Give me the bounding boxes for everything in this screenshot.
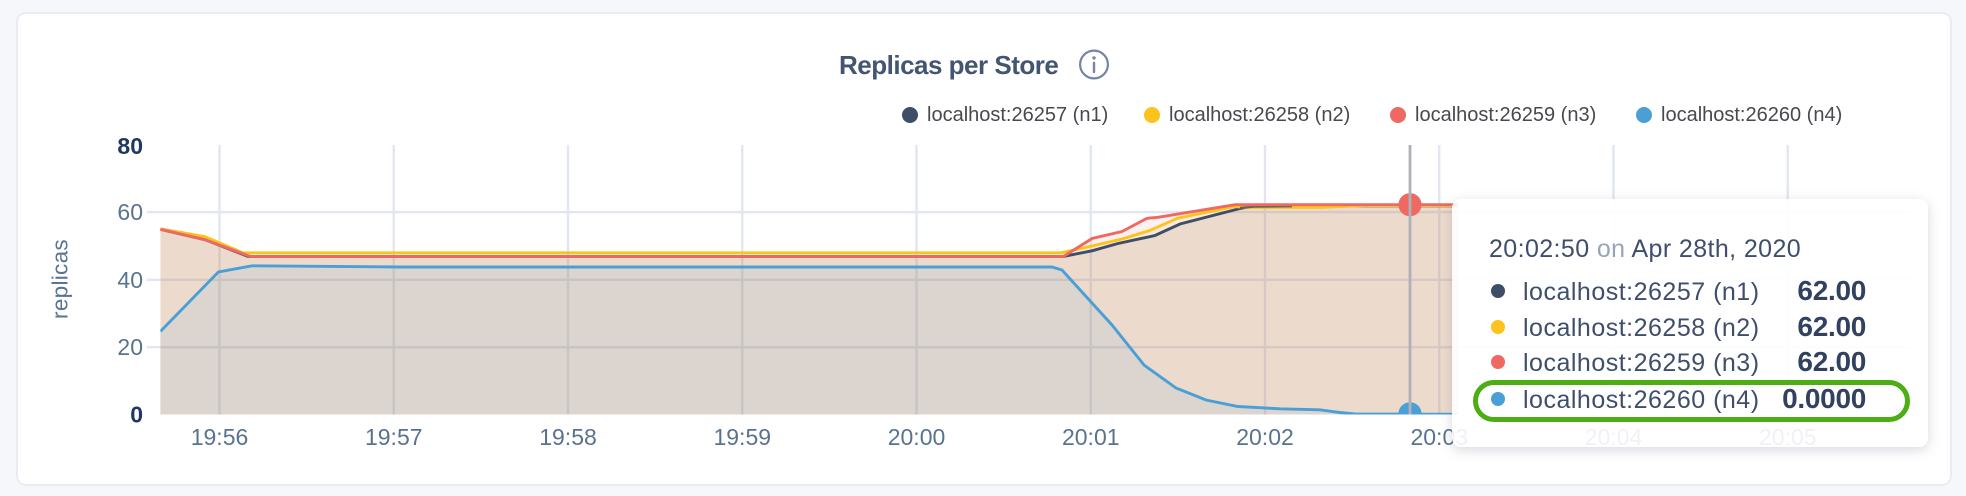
svg-text:20:01: 20:01 xyxy=(1062,424,1120,450)
svg-text:replicas: replicas xyxy=(48,239,73,319)
svg-text:80: 80 xyxy=(117,133,143,159)
svg-text:0: 0 xyxy=(130,402,143,428)
svg-text:20:02: 20:02 xyxy=(1236,424,1294,450)
svg-text:60: 60 xyxy=(117,199,143,225)
svg-text:20:00: 20:00 xyxy=(888,424,946,450)
svg-text:19:59: 19:59 xyxy=(713,424,771,450)
svg-text:20: 20 xyxy=(117,334,143,360)
svg-text:19:56: 19:56 xyxy=(191,424,249,450)
svg-text:40: 40 xyxy=(117,267,143,293)
svg-text:19:58: 19:58 xyxy=(539,424,597,450)
svg-text:19:57: 19:57 xyxy=(365,424,423,450)
